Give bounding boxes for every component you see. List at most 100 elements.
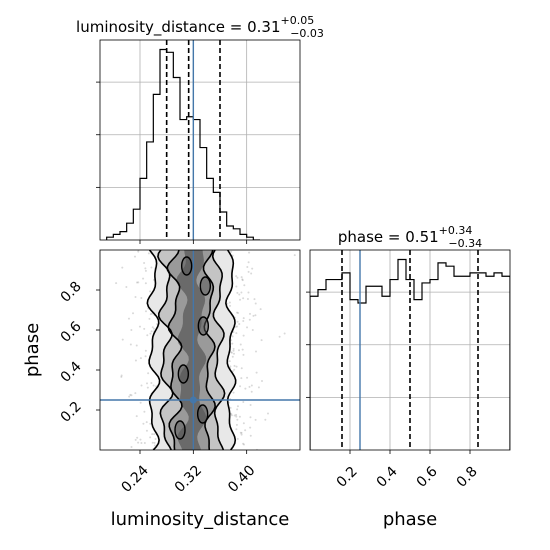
sample-point [246, 266, 249, 269]
sample-point [135, 344, 138, 347]
x-tick-label: 0.4 [374, 464, 401, 491]
x-axis-label: phase [383, 509, 437, 530]
sample-point [242, 334, 245, 337]
sample-point [154, 437, 157, 440]
sample-point [237, 349, 240, 352]
sample-point [230, 250, 233, 253]
contour-island [199, 276, 212, 296]
sample-point [136, 436, 139, 439]
x-tick-label: 0.2 [334, 464, 361, 491]
sample-point [228, 360, 231, 363]
sample-point [242, 320, 245, 323]
sample-point [121, 338, 124, 341]
sample-point [235, 365, 238, 368]
axis-ticks [96, 81, 248, 244]
phase-histogram-panel: 0.2 0.4 0.6 0.8 phase = 0.51+0.34 −0.34 phas… [306, 224, 511, 530]
sample-point [149, 332, 152, 335]
sample-point [247, 270, 250, 273]
sample-point [145, 421, 148, 424]
sample-point [283, 332, 286, 335]
sample-point [151, 326, 154, 329]
sample-point [259, 308, 262, 311]
sample-point [129, 393, 132, 396]
sample-point [134, 359, 137, 362]
sample-point [120, 374, 123, 377]
sample-point [235, 332, 238, 335]
sample-point [240, 367, 243, 370]
sample-point [239, 298, 242, 301]
sample-point [233, 368, 236, 371]
sample-point [242, 422, 245, 425]
sample-point [127, 317, 130, 320]
sample-point [240, 433, 243, 436]
sample-point [235, 428, 238, 431]
sample-point [149, 290, 152, 293]
sample-point [151, 441, 154, 444]
sample-point [242, 317, 245, 320]
sample-point [143, 442, 146, 445]
sample-point [260, 380, 263, 383]
sample-point [125, 285, 128, 288]
contour-line [211, 250, 226, 450]
sample-point [153, 327, 156, 330]
sample-point [293, 254, 296, 257]
sample-point [128, 395, 131, 398]
sample-point [142, 422, 145, 425]
y-tick-label: 0.8 [58, 279, 85, 306]
sample-point [229, 351, 232, 354]
sample-point [146, 334, 149, 337]
sample-point [142, 277, 145, 280]
sample-point [241, 278, 244, 281]
luminosity-distance-title: luminosity_distance = 0.31+0.05 −0.03 [76, 14, 324, 40]
y-tick-label: 0.6 [58, 319, 85, 346]
sample-point [240, 276, 243, 279]
sample-point [143, 410, 146, 413]
contour-line [166, 250, 183, 450]
x-tick-label: 0.6 [414, 464, 441, 491]
sample-point [134, 438, 137, 441]
sample-point [257, 386, 260, 389]
title-lower-error: −0.03 [290, 27, 324, 40]
sample-point [254, 314, 257, 317]
sample-point [121, 266, 124, 269]
sample-point [147, 372, 150, 375]
density-fill [147, 250, 236, 450]
sample-point [115, 282, 118, 285]
sample-point [140, 442, 143, 445]
sample-point [236, 311, 239, 314]
sample-point [137, 250, 140, 253]
sample-point [253, 298, 256, 301]
x-tick-label: 0.32 [172, 462, 205, 495]
sample-point [236, 276, 239, 279]
sample-point [232, 391, 235, 394]
sample-point [235, 415, 238, 418]
sample-point [251, 267, 254, 270]
sample-point [134, 392, 137, 395]
sample-point [242, 442, 245, 445]
contour-line [157, 250, 174, 450]
title-main: phase = 0.51 [338, 228, 439, 246]
x-axis-label: luminosity_distance [111, 509, 290, 530]
sample-point [236, 405, 239, 408]
sample-point [239, 343, 242, 346]
contour-island [180, 256, 193, 276]
sample-point [133, 255, 136, 258]
title-upper-error: +0.34 [439, 224, 473, 237]
sample-point [247, 261, 250, 264]
sample-point [244, 387, 247, 390]
sample-point [139, 357, 142, 360]
sample-point [139, 438, 142, 441]
sample-point [153, 444, 156, 447]
sample-point [145, 429, 148, 432]
sample-point [132, 312, 135, 315]
sample-point [150, 330, 153, 333]
sample-point [239, 385, 242, 388]
sample-point [235, 285, 238, 288]
sample-point [144, 355, 147, 358]
contour-line [202, 250, 216, 450]
luminosity-distance-histogram-panel: luminosity_distance = 0.31+0.05 −0.03 [76, 14, 324, 244]
y-tick-label: 0.2 [58, 399, 85, 426]
sample-point [250, 390, 253, 393]
phase-title: phase = 0.51+0.34 −0.34 [338, 224, 482, 250]
